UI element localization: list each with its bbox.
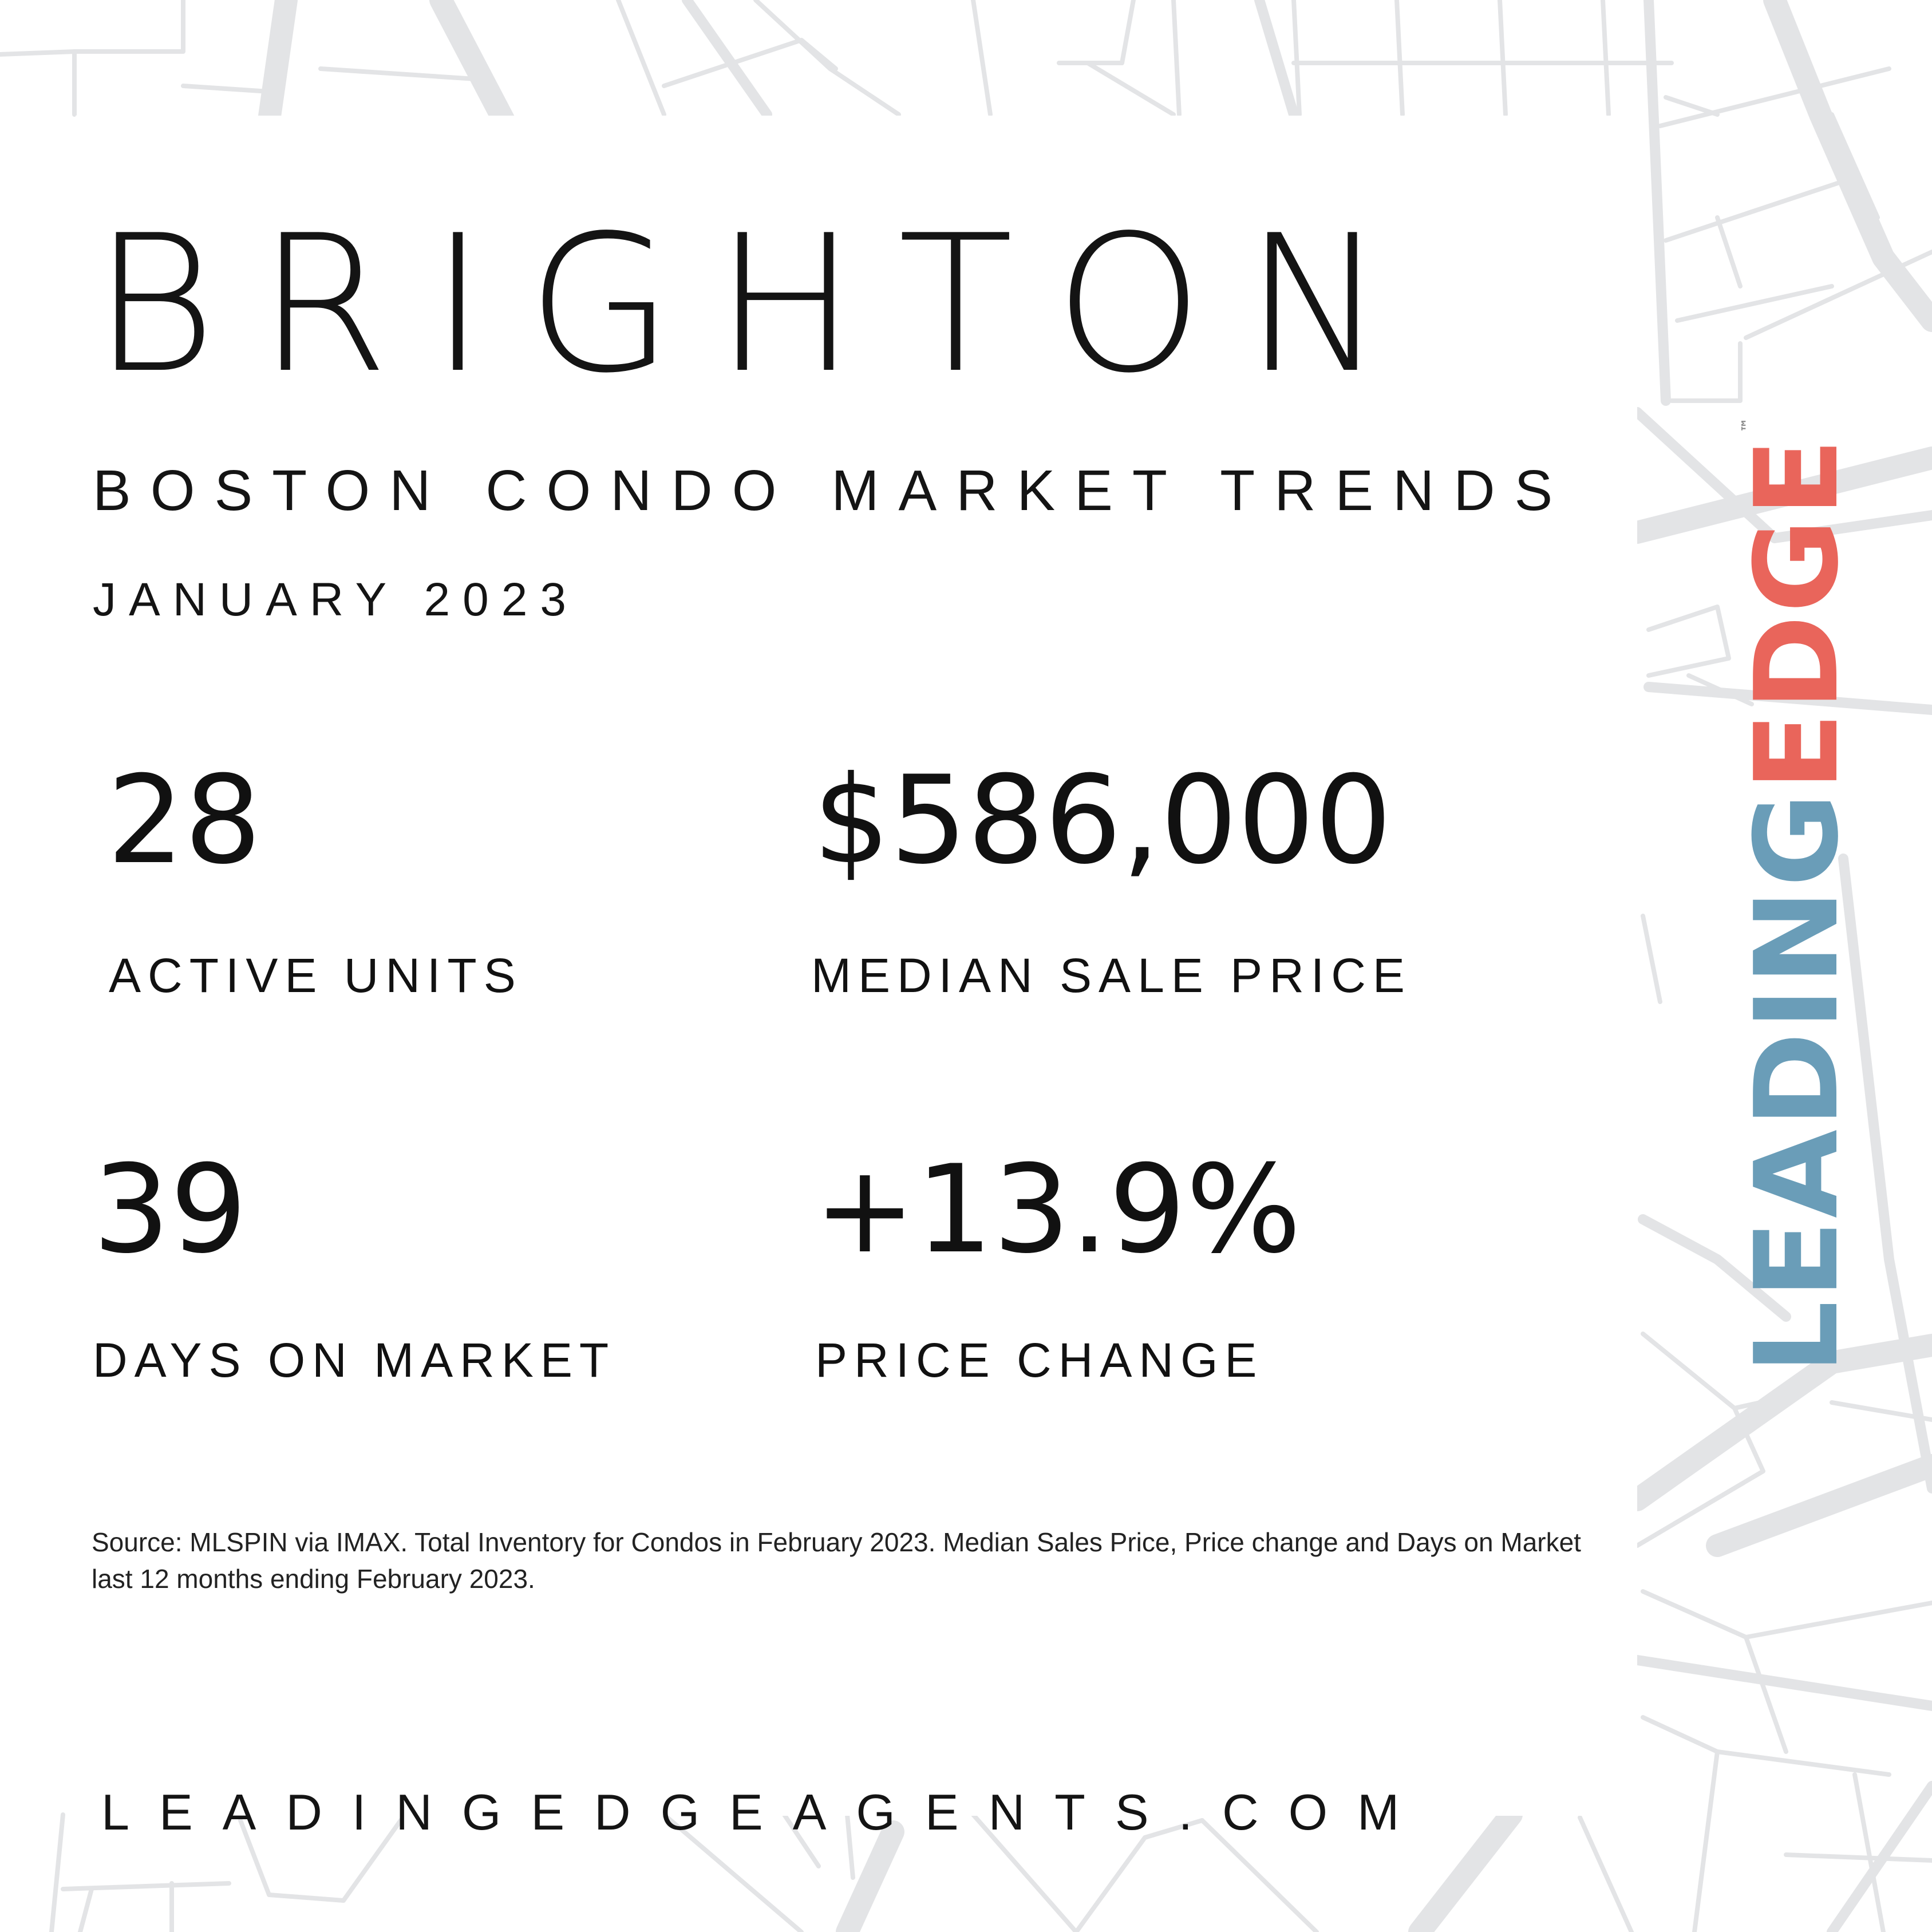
source-note: Source: MLSPIN via IMAX. Total Inventory…	[92, 1527, 1581, 1594]
report-subtitle: BOSTON CONDO MARKET TRENDS	[93, 459, 1573, 523]
days-on-market-value: 39	[93, 1139, 247, 1280]
leadingedge-logo: LEADINGEDGE ™	[1730, 415, 1864, 1374]
content-card: BRIGHTON BOSTON CONDO MARKET TRENDS JANU…	[76, 116, 1637, 1838]
price-change-value: +13.9%	[814, 1139, 1302, 1280]
median-sale-price-value: $586,000	[813, 749, 1392, 891]
active-units-value: 28	[107, 749, 262, 891]
logo-edge-text: EDGE	[1730, 436, 1864, 791]
logo-leading-text: LEADING	[1730, 791, 1864, 1374]
website-link[interactable]: LEADINGEDGEAGENTS.COM	[101, 1784, 1429, 1840]
median-sale-price-label: MEDIAN SALE PRICE	[811, 949, 1412, 1002]
active-units-label: ACTIVE UNITS	[109, 949, 523, 1002]
city-title: BRIGHTON	[93, 195, 1427, 414]
report-period: JANUARY 2023	[93, 574, 579, 626]
price-change-label: PRICE CHANGE	[815, 1333, 1264, 1387]
trademark-icon: ™	[1739, 415, 1756, 433]
days-on-market-label: DAYS ON MARKET	[93, 1333, 616, 1387]
